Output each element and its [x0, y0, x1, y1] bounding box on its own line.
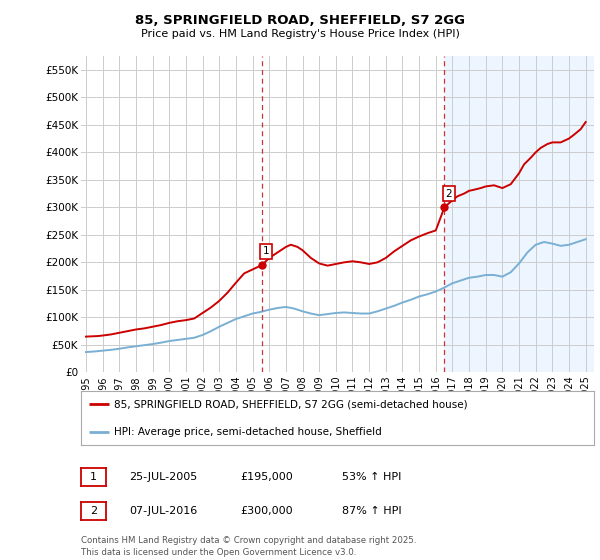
Text: 53% ↑ HPI: 53% ↑ HPI — [342, 472, 401, 482]
Text: Price paid vs. HM Land Registry's House Price Index (HPI): Price paid vs. HM Land Registry's House … — [140, 29, 460, 39]
Bar — [445, 56, 594, 372]
Text: 1: 1 — [90, 472, 97, 482]
Text: £195,000: £195,000 — [240, 472, 293, 482]
Text: 1: 1 — [263, 246, 269, 256]
Text: 85, SPRINGFIELD ROAD, SHEFFIELD, S7 2GG (semi-detached house): 85, SPRINGFIELD ROAD, SHEFFIELD, S7 2GG … — [115, 399, 468, 409]
Text: 25-JUL-2005: 25-JUL-2005 — [129, 472, 197, 482]
Text: 87% ↑ HPI: 87% ↑ HPI — [342, 506, 401, 516]
Text: HPI: Average price, semi-detached house, Sheffield: HPI: Average price, semi-detached house,… — [115, 427, 382, 437]
Text: 2: 2 — [90, 506, 97, 516]
Text: Contains HM Land Registry data © Crown copyright and database right 2025.
This d: Contains HM Land Registry data © Crown c… — [81, 536, 416, 557]
Text: 07-JUL-2016: 07-JUL-2016 — [129, 506, 197, 516]
Text: £300,000: £300,000 — [240, 506, 293, 516]
Text: 2: 2 — [445, 189, 452, 199]
Text: 85, SPRINGFIELD ROAD, SHEFFIELD, S7 2GG: 85, SPRINGFIELD ROAD, SHEFFIELD, S7 2GG — [135, 14, 465, 27]
